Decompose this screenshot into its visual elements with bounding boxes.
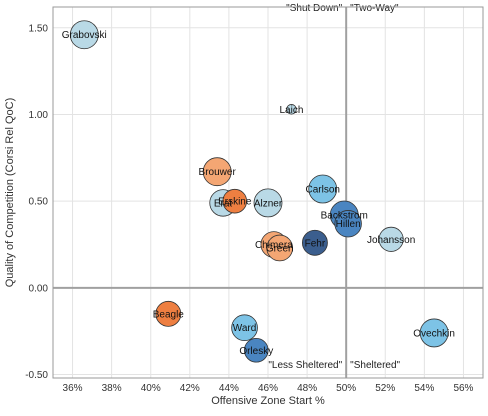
quadrant-label: "Shut Down": [286, 3, 342, 14]
x-tick-label: 52%: [375, 383, 395, 394]
data-point-label: Backstrom: [321, 211, 368, 222]
data-point[interactable]: [155, 300, 182, 327]
y-tick-label: 1.50: [29, 23, 49, 34]
data-point[interactable]: [69, 20, 99, 50]
data-point-label: Erskine: [218, 197, 252, 208]
x-tick-label: 42%: [180, 383, 200, 394]
data-point[interactable]: [334, 210, 362, 238]
y-tick-label: 0.50: [29, 197, 49, 208]
data-point[interactable]: [378, 226, 404, 252]
y-tick-label: 0.00: [29, 283, 49, 294]
y-tick-label: -0.50: [25, 370, 48, 381]
data-point[interactable]: [243, 337, 269, 363]
data-point[interactable]: [231, 314, 258, 342]
data-point-label: Fehr: [305, 238, 326, 249]
x-tick-label: 38%: [102, 383, 122, 394]
quadrant-label: "Two-Way": [350, 3, 399, 14]
data-point[interactable]: [253, 188, 283, 218]
x-tick-label: 56%: [453, 383, 473, 394]
data-point-label: Hillen: [336, 219, 361, 230]
data-point[interactable]: [266, 234, 294, 262]
data-point-label: Beagle: [153, 309, 185, 320]
x-tick-label: 48%: [297, 383, 317, 394]
data-point-label: Erat: [214, 198, 233, 209]
x-tick-label: 36%: [63, 383, 83, 394]
reference-lines: [53, 7, 483, 378]
quadrant-label: "Less Sheltered": [268, 360, 342, 371]
data-point-label: Grabovski: [62, 30, 107, 41]
data-point-label: Johansson: [367, 235, 415, 246]
x-tick-label: 40%: [141, 383, 161, 394]
data-point[interactable]: [308, 174, 338, 204]
x-tick-label: 46%: [258, 383, 278, 394]
data-point[interactable]: [301, 229, 328, 256]
x-tick-label: 54%: [414, 383, 434, 394]
data-point-label: Carlson: [305, 185, 339, 196]
data-point-label: Brouwer: [199, 167, 237, 178]
data-point-label: Alzner: [254, 198, 283, 209]
y-axis-label: Quality of Competition (Corsi Rel QoC): [4, 98, 16, 288]
data-point-label: Green: [266, 243, 294, 254]
x-axis-label: Offensive Zone Start %: [211, 395, 325, 407]
quadrant-labels: "Shut Down" "Two-Way" "Less Sheltered" "She…: [268, 3, 400, 371]
data-point[interactable]: [202, 157, 232, 187]
data-point-label: Chimera: [255, 240, 293, 251]
data-point[interactable]: [286, 104, 297, 115]
data-point[interactable]: [419, 318, 449, 348]
data-point[interactable]: [222, 188, 248, 214]
quadrant-label: "Sheltered": [350, 360, 400, 371]
y-tick-label: 1.00: [29, 110, 49, 121]
data-point-label: Orlesky: [239, 346, 273, 357]
data-point-label: Ovechkin: [413, 328, 455, 339]
data-point-label: Ward: [233, 323, 257, 334]
plot-frame: [52, 6, 484, 379]
x-tick-label: 50%: [336, 383, 356, 394]
data-point-label: Laich: [280, 105, 304, 116]
x-tick-label: 44%: [219, 383, 239, 394]
axis-ticks: 36% 38% 40% 42% 44% 46% 48% 50% 52% 54% 56% -0.50 0.…: [25, 23, 473, 394]
data-points: [69, 20, 449, 363]
